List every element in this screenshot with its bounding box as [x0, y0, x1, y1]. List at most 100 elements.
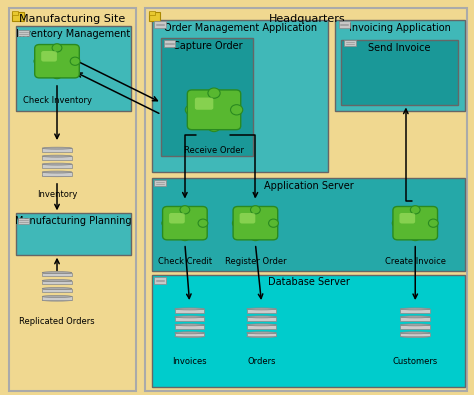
FancyBboxPatch shape — [149, 12, 160, 21]
FancyBboxPatch shape — [164, 40, 175, 47]
Ellipse shape — [175, 335, 204, 337]
Circle shape — [410, 206, 420, 214]
Ellipse shape — [42, 295, 72, 297]
Circle shape — [162, 219, 172, 227]
Circle shape — [250, 232, 260, 241]
Text: Register Order: Register Order — [225, 257, 286, 266]
FancyBboxPatch shape — [163, 207, 207, 240]
Circle shape — [392, 219, 402, 227]
Ellipse shape — [175, 332, 204, 334]
Text: Manufacturing Site: Manufacturing Site — [19, 14, 125, 24]
FancyBboxPatch shape — [344, 40, 356, 46]
Ellipse shape — [175, 316, 204, 318]
FancyBboxPatch shape — [393, 207, 438, 240]
Text: Invoices: Invoices — [172, 357, 207, 367]
Ellipse shape — [246, 308, 276, 310]
FancyBboxPatch shape — [145, 8, 467, 391]
FancyBboxPatch shape — [401, 333, 430, 337]
FancyBboxPatch shape — [42, 156, 72, 160]
Circle shape — [52, 70, 62, 79]
FancyBboxPatch shape — [246, 325, 276, 329]
Text: Check Credit: Check Credit — [158, 257, 212, 266]
Ellipse shape — [42, 171, 72, 173]
Text: Check Inventory: Check Inventory — [22, 96, 91, 105]
FancyBboxPatch shape — [246, 333, 276, 337]
Ellipse shape — [42, 155, 72, 157]
Circle shape — [180, 206, 190, 214]
Text: Orders: Orders — [247, 357, 276, 367]
FancyBboxPatch shape — [149, 11, 155, 15]
Ellipse shape — [401, 324, 430, 326]
FancyBboxPatch shape — [42, 273, 72, 276]
Ellipse shape — [401, 308, 430, 310]
Text: Customers: Customers — [392, 357, 438, 367]
Circle shape — [180, 232, 190, 241]
Text: Application Server: Application Server — [264, 181, 354, 190]
FancyBboxPatch shape — [401, 309, 430, 312]
Ellipse shape — [42, 299, 72, 301]
Circle shape — [198, 219, 208, 227]
Ellipse shape — [42, 288, 72, 290]
FancyBboxPatch shape — [195, 98, 213, 110]
Circle shape — [269, 219, 278, 227]
Ellipse shape — [42, 147, 72, 149]
Text: Headquarters: Headquarters — [269, 14, 346, 24]
Text: Capture Order: Capture Order — [173, 41, 242, 51]
FancyBboxPatch shape — [187, 90, 241, 130]
Ellipse shape — [246, 324, 276, 326]
Circle shape — [230, 105, 243, 115]
FancyBboxPatch shape — [175, 317, 204, 321]
Ellipse shape — [246, 316, 276, 318]
Circle shape — [185, 105, 198, 115]
Text: Database Server: Database Server — [268, 277, 349, 287]
FancyBboxPatch shape — [18, 30, 29, 36]
Ellipse shape — [401, 332, 430, 334]
Ellipse shape — [175, 308, 204, 310]
FancyBboxPatch shape — [35, 45, 79, 78]
Ellipse shape — [42, 175, 72, 177]
Text: Send Invoice: Send Invoice — [368, 43, 431, 53]
FancyBboxPatch shape — [9, 8, 136, 391]
FancyBboxPatch shape — [155, 277, 165, 284]
FancyBboxPatch shape — [42, 148, 72, 152]
FancyBboxPatch shape — [42, 280, 72, 284]
FancyBboxPatch shape — [335, 20, 465, 111]
FancyBboxPatch shape — [18, 218, 29, 224]
FancyBboxPatch shape — [42, 164, 72, 168]
Circle shape — [232, 219, 242, 227]
Text: Order Management Application: Order Management Application — [164, 23, 317, 33]
FancyBboxPatch shape — [246, 317, 276, 321]
Circle shape — [70, 57, 80, 65]
FancyBboxPatch shape — [152, 20, 328, 172]
FancyBboxPatch shape — [175, 325, 204, 329]
FancyBboxPatch shape — [152, 178, 465, 271]
Ellipse shape — [401, 335, 430, 337]
Text: Replicated Orders: Replicated Orders — [19, 317, 95, 326]
FancyBboxPatch shape — [401, 317, 430, 321]
Text: Create Invoice: Create Invoice — [385, 257, 446, 266]
FancyBboxPatch shape — [155, 180, 165, 186]
Text: Inventory Management: Inventory Management — [16, 29, 130, 39]
FancyBboxPatch shape — [400, 213, 415, 224]
Ellipse shape — [175, 324, 204, 326]
Ellipse shape — [42, 280, 72, 282]
Ellipse shape — [42, 163, 72, 165]
Text: Invoicing Application: Invoicing Application — [349, 23, 451, 33]
Ellipse shape — [401, 316, 430, 318]
Text: Receive Order: Receive Order — [184, 146, 244, 155]
Circle shape — [52, 44, 62, 52]
Ellipse shape — [246, 335, 276, 337]
Circle shape — [428, 219, 438, 227]
FancyBboxPatch shape — [161, 38, 253, 156]
FancyBboxPatch shape — [16, 26, 131, 111]
FancyBboxPatch shape — [155, 21, 165, 28]
Circle shape — [208, 88, 220, 98]
Circle shape — [410, 232, 420, 241]
Text: Manufacturing Planning: Manufacturing Planning — [15, 216, 132, 226]
Circle shape — [250, 206, 260, 214]
Ellipse shape — [42, 272, 72, 274]
FancyBboxPatch shape — [152, 275, 465, 387]
Circle shape — [34, 57, 44, 65]
FancyBboxPatch shape — [169, 213, 185, 224]
Text: Inventory: Inventory — [37, 190, 77, 199]
